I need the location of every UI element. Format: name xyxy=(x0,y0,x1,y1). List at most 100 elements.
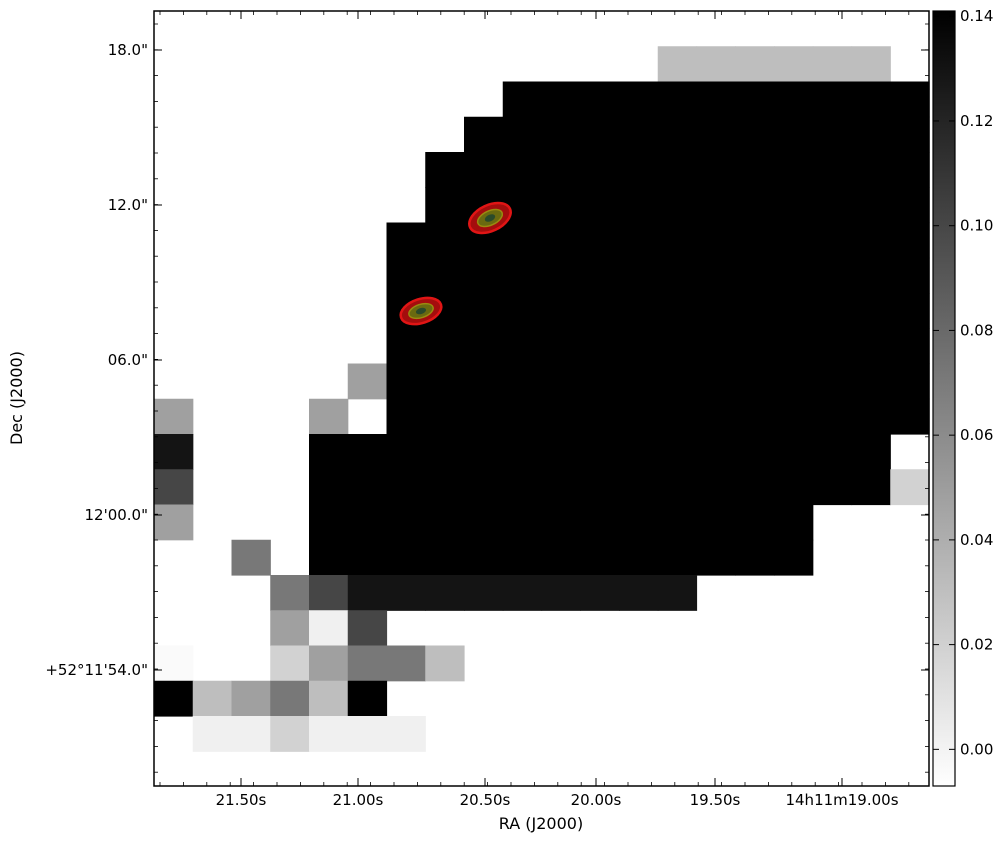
image-pixel xyxy=(386,434,426,470)
image-pixel xyxy=(851,116,891,153)
image-pixel xyxy=(347,469,388,506)
y-tick-label: 12.0" xyxy=(108,196,148,214)
image-pixel xyxy=(619,398,659,435)
x-tick-label: 20.50s xyxy=(460,791,511,809)
image-pixel xyxy=(774,116,814,153)
y-tick-label: 12'00.0" xyxy=(84,506,148,524)
contour-group xyxy=(399,296,443,326)
image-pixel xyxy=(270,575,310,611)
image-pixel xyxy=(309,716,349,752)
image-pixel xyxy=(541,81,581,118)
image-pixel xyxy=(347,539,388,576)
x-tick-label: 21.00s xyxy=(333,791,384,809)
image-pixel xyxy=(580,187,620,224)
image-pixel xyxy=(502,116,543,153)
image-pixel xyxy=(774,328,814,365)
image-pixel xyxy=(502,293,543,329)
image-pixel xyxy=(890,81,930,118)
image-pixel xyxy=(541,504,581,541)
image-pixel xyxy=(735,116,775,153)
image-pixel xyxy=(541,116,581,153)
image-pixel xyxy=(851,398,891,435)
image-pixel xyxy=(386,716,426,752)
image-pixel xyxy=(580,293,620,329)
image-pixel xyxy=(812,363,853,400)
image-pixel xyxy=(696,363,736,400)
image-pixel xyxy=(696,469,736,506)
image-pixel xyxy=(735,434,775,470)
image-pixel xyxy=(657,257,698,294)
image-pixel xyxy=(657,539,698,576)
image-pixel xyxy=(541,434,581,470)
x-tick-label: 20.00s xyxy=(571,791,622,809)
image-pixel xyxy=(347,716,388,752)
image-pixel xyxy=(580,257,620,294)
image-pixel xyxy=(154,434,194,470)
image-pixel xyxy=(774,81,814,118)
image-pixel xyxy=(270,716,310,752)
image-pixel xyxy=(270,645,310,682)
image-pixel xyxy=(696,539,736,576)
image-pixel xyxy=(541,363,581,400)
image-pixel xyxy=(774,293,814,329)
image-pixel xyxy=(464,152,504,188)
image-pixel xyxy=(696,187,736,224)
image-pixel xyxy=(386,575,426,611)
image-pixel xyxy=(580,434,620,470)
image-pixel xyxy=(619,469,659,506)
image-pixel xyxy=(657,116,698,153)
image-pixel xyxy=(774,222,814,259)
image-pixel xyxy=(541,222,581,259)
image-pixel xyxy=(812,328,853,365)
image-pixel xyxy=(619,222,659,259)
y-tick-label: 06.0" xyxy=(108,351,148,369)
image-pixel xyxy=(309,645,349,682)
image-pixel xyxy=(657,222,698,259)
image-pixel xyxy=(425,152,465,188)
image-pixel xyxy=(425,328,465,365)
image-pixel xyxy=(580,363,620,400)
contour-overlay xyxy=(399,201,512,326)
image-pixel xyxy=(192,716,233,752)
colorbar-tick-label: 0.00 xyxy=(960,740,993,758)
image-pixel xyxy=(502,363,543,400)
image-pixel xyxy=(502,539,543,576)
image-pixel xyxy=(851,293,891,329)
image-pixel xyxy=(812,152,853,188)
image-pixel xyxy=(580,81,620,118)
image-pixel xyxy=(657,328,698,365)
colorbar-tick-label: 0.10 xyxy=(960,217,993,235)
image-pixel xyxy=(812,293,853,329)
image-pixel xyxy=(347,610,388,647)
y-tick-label: +52°11'54.0" xyxy=(45,661,148,679)
image-pixel xyxy=(890,152,930,188)
colorbar-tick-label: 0.14 xyxy=(960,7,993,25)
image-pixel xyxy=(619,575,659,611)
image-pixel xyxy=(309,539,349,576)
image-pixel xyxy=(657,398,698,435)
image-pixel xyxy=(696,504,736,541)
image-pixel xyxy=(696,222,736,259)
image-pixel xyxy=(696,398,736,435)
image-pixel xyxy=(425,398,465,435)
x-tick-label: 14h11m19.00s xyxy=(785,791,898,809)
image-pixel xyxy=(657,152,698,188)
image-pixel xyxy=(425,645,465,682)
image-pixel xyxy=(386,469,426,506)
image-pixel xyxy=(541,575,581,611)
image-pixel xyxy=(696,81,736,118)
image-pixel xyxy=(619,257,659,294)
colorbar-tick-label: 0.12 xyxy=(960,112,993,130)
image-pixel xyxy=(425,187,465,224)
image-pixel xyxy=(386,504,426,541)
image-pixel xyxy=(464,328,504,365)
image-pixel xyxy=(347,645,388,682)
image-pixel xyxy=(657,293,698,329)
image-pixel xyxy=(696,434,736,470)
image-pixel xyxy=(464,469,504,506)
plot-frame xyxy=(153,10,930,787)
image-pixel xyxy=(812,398,853,435)
image-pixel xyxy=(425,504,465,541)
image-pixel xyxy=(154,645,194,682)
image-pixel xyxy=(425,575,465,611)
